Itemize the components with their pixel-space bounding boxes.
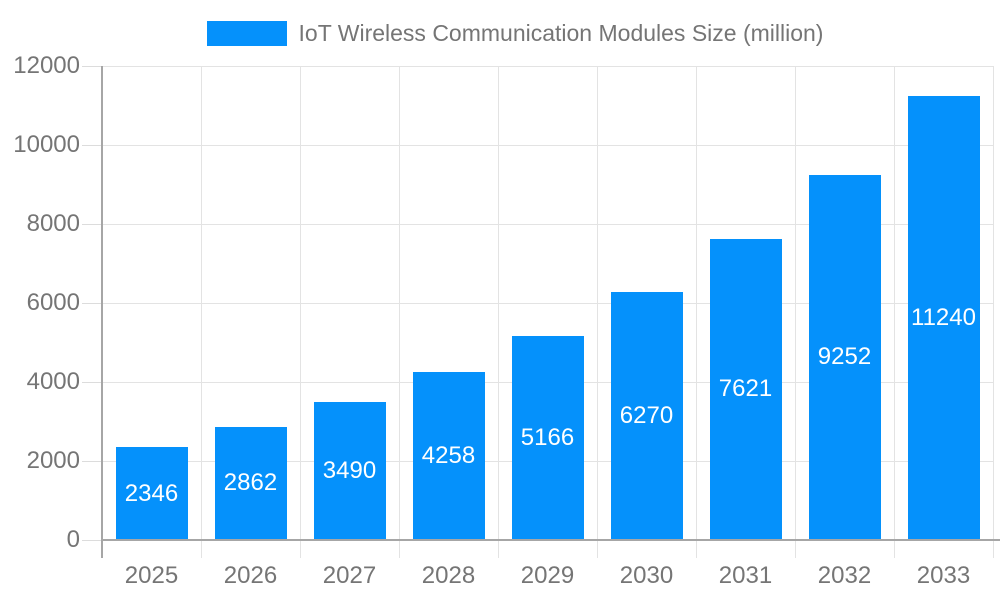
- gridline-horizontal: [102, 145, 993, 146]
- bar-value-label-2027: 3490: [322, 457, 377, 485]
- bar-value-label-2032: 9252: [817, 343, 872, 371]
- y-axis-tick: [82, 382, 102, 383]
- x-axis-label-2027: 2027: [322, 562, 377, 589]
- bar-2027[interactable]: [313, 402, 386, 540]
- legend-swatch: [206, 20, 287, 46]
- y-axis-label: 8000: [26, 210, 80, 237]
- x-axis-line: [101, 539, 1000, 541]
- bar-2026[interactable]: [214, 426, 287, 540]
- x-axis-label-2030: 2030: [619, 562, 674, 589]
- x-axis-label-2026: 2026: [223, 562, 278, 589]
- bar-2030[interactable]: [610, 292, 683, 540]
- bar-2025[interactable]: [115, 447, 188, 540]
- bar-2031[interactable]: [709, 238, 782, 540]
- bar-value-label-2033: 11240: [911, 304, 976, 331]
- bar-value-label-2030: 6270: [619, 402, 674, 430]
- x-axis-label-2033: 2033: [916, 562, 971, 589]
- y-axis-tick: [82, 461, 102, 462]
- bar-2029[interactable]: [511, 335, 584, 540]
- y-axis-line: [101, 66, 103, 558]
- y-axis-tick: [82, 224, 102, 225]
- gridline-vertical: [597, 66, 598, 558]
- y-axis-label: 0: [66, 526, 80, 553]
- legend-label: IoT Wireless Communication Modules Size …: [298, 19, 824, 46]
- y-axis-tick: [82, 540, 102, 541]
- y-axis-tick: [82, 303, 102, 304]
- y-axis-label: 10000: [13, 131, 80, 158]
- bar-value-label-2029: 5166: [520, 423, 575, 451]
- x-axis-label-2025: 2025: [124, 562, 179, 589]
- bar-value-label-2026: 2862: [223, 469, 278, 497]
- y-axis-label: 2000: [26, 447, 80, 474]
- gridline-horizontal: [102, 66, 993, 67]
- x-axis-label-2031: 2031: [718, 562, 773, 589]
- gridline-vertical: [300, 66, 301, 558]
- y-axis-label: 6000: [26, 289, 80, 316]
- gridline-horizontal: [102, 224, 993, 225]
- y-axis-tick: [82, 66, 102, 67]
- bar-2028[interactable]: [412, 371, 485, 540]
- bar-value-label-2025: 2346: [124, 479, 179, 507]
- bar-value-label-2031: 7621: [718, 375, 773, 403]
- x-axis-label-2032: 2032: [817, 562, 872, 589]
- y-axis-tick: [82, 145, 102, 146]
- y-axis-label: 4000: [26, 368, 80, 395]
- gridline-vertical: [399, 66, 400, 558]
- legend[interactable]: IoT Wireless Communication Modules Size …: [30, 18, 1000, 48]
- gridline-vertical: [894, 66, 895, 558]
- gridline-vertical: [201, 66, 202, 558]
- gridline-horizontal: [102, 303, 993, 304]
- gridline-vertical: [795, 66, 796, 558]
- x-axis-label-2028: 2028: [421, 562, 476, 589]
- bar-2032[interactable]: [808, 174, 881, 540]
- gridline-vertical: [696, 66, 697, 558]
- x-axis-label-2029: 2029: [520, 562, 575, 589]
- gridline-vertical: [498, 66, 499, 558]
- y-axis-label: 12000: [13, 52, 80, 79]
- bar-value-label-2028: 4258: [421, 441, 476, 469]
- bar-2033[interactable]: [907, 96, 980, 540]
- gridline-vertical: [993, 66, 994, 558]
